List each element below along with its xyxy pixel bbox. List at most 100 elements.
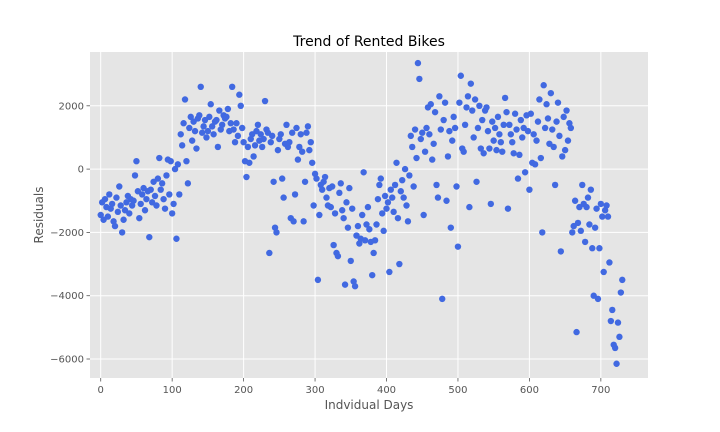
data-point <box>178 142 186 149</box>
data-point <box>557 248 565 255</box>
data-point <box>167 157 174 165</box>
data-point <box>417 135 424 143</box>
data-point <box>560 113 567 121</box>
data-point <box>394 214 402 222</box>
data-point <box>293 124 300 132</box>
data-point <box>383 205 390 212</box>
data-point <box>213 116 220 124</box>
data-point <box>336 189 343 197</box>
data-point <box>180 120 187 127</box>
data-point <box>506 121 513 128</box>
data-point <box>604 213 612 220</box>
data-point <box>227 120 234 127</box>
data-point <box>531 161 539 168</box>
data-point <box>166 191 173 198</box>
data-point <box>323 194 330 201</box>
data-point <box>228 83 236 91</box>
data-point <box>307 139 314 146</box>
data-point <box>339 207 346 214</box>
data-point <box>410 183 417 190</box>
data-point <box>403 202 410 209</box>
data-point <box>429 156 436 163</box>
data-point <box>583 203 590 211</box>
data-point <box>114 208 122 216</box>
data-point <box>444 153 452 160</box>
x-tick-label: 700 <box>591 385 610 396</box>
data-point <box>384 199 392 206</box>
data-point <box>516 151 523 159</box>
data-point <box>441 99 449 106</box>
data-point <box>474 124 482 132</box>
data-point <box>530 131 537 138</box>
data-point <box>181 96 189 103</box>
data-point <box>290 218 297 225</box>
data-point <box>439 295 446 303</box>
data-point <box>116 183 123 190</box>
data-point <box>376 181 383 189</box>
data-point <box>393 159 400 166</box>
data-point <box>453 183 460 190</box>
y-tick-label: 0 <box>78 165 84 176</box>
data-point <box>480 150 487 157</box>
data-point <box>399 176 406 184</box>
data-point <box>131 172 139 179</box>
data-point <box>427 101 434 108</box>
data-point <box>106 191 113 198</box>
data-point <box>200 123 207 130</box>
data-point <box>471 96 479 103</box>
data-point <box>460 148 467 155</box>
data-point <box>297 131 304 138</box>
data-point <box>334 252 342 260</box>
data-point <box>554 99 562 106</box>
data-point <box>521 169 529 176</box>
data-point <box>183 157 190 165</box>
data-point <box>406 172 413 179</box>
data-point <box>101 195 109 203</box>
data-point <box>343 199 350 206</box>
x-axis-ticks: 0 100 200 300 400 500 600 700 <box>98 378 610 396</box>
data-point <box>196 112 203 119</box>
data-point <box>537 154 545 162</box>
x-tick-label: 400 <box>377 385 396 396</box>
y-axis-ticks: −6000 −4000 −2000 0 2000 <box>50 101 90 366</box>
data-point <box>606 259 613 266</box>
data-point <box>313 175 320 182</box>
data-point <box>423 124 430 132</box>
data-point <box>337 180 344 187</box>
data-point <box>153 202 160 209</box>
data-point <box>504 205 512 212</box>
x-tick-label: 300 <box>306 385 325 396</box>
data-point <box>261 97 269 105</box>
data-point <box>414 59 422 67</box>
data-point <box>203 134 210 141</box>
data-point <box>277 131 284 138</box>
data-point <box>250 153 257 160</box>
data-point <box>364 203 372 211</box>
data-point <box>254 121 262 128</box>
data-point <box>163 172 170 179</box>
data-point <box>510 150 517 157</box>
data-point <box>231 139 239 146</box>
data-point <box>497 139 505 146</box>
data-point <box>386 268 393 276</box>
plot-background <box>90 52 648 378</box>
chart-title: Trend of Rented Bikes <box>292 34 445 50</box>
data-point <box>373 221 380 228</box>
data-point <box>479 116 486 124</box>
data-point <box>457 72 465 79</box>
data-point <box>536 96 543 103</box>
data-point <box>138 191 146 198</box>
data-point <box>500 121 507 128</box>
data-point <box>198 129 206 136</box>
data-point <box>616 333 623 341</box>
data-point <box>126 210 133 217</box>
data-point <box>489 118 496 125</box>
data-point <box>431 108 439 116</box>
data-point <box>347 257 354 265</box>
data-point <box>273 229 280 236</box>
data-point <box>214 143 222 151</box>
data-point <box>561 146 569 154</box>
data-point <box>574 219 582 227</box>
